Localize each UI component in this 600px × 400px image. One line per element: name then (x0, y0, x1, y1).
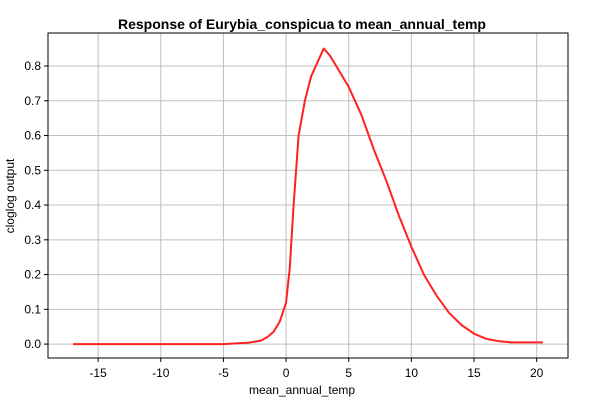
x-tick-label: 20 (530, 366, 544, 380)
y-tick-label: 0.8 (24, 59, 41, 73)
x-tick-label: -5 (218, 366, 229, 380)
y-tick-label: 0.7 (24, 94, 41, 108)
x-tick-label: 10 (405, 366, 419, 380)
x-tick-label: 15 (467, 366, 481, 380)
y-axis-ticks: 0.0 0.1 0.2 0.3 0.4 0.5 0.6 0.7 0.8 (24, 59, 48, 351)
y-tick-label: 0.0 (24, 337, 41, 351)
x-tick-label: -10 (152, 366, 170, 380)
y-tick-label: 0.2 (24, 268, 41, 282)
y-tick-label: 0.4 (24, 198, 41, 212)
x-tick-label: 5 (345, 366, 352, 380)
x-tick-label: 0 (283, 366, 290, 380)
y-tick-label: 0.5 (24, 163, 41, 177)
y-tick-label: 0.1 (24, 302, 41, 316)
x-axis-ticks: -15 -10 -5 0 5 10 15 20 (89, 358, 544, 380)
series-layer (73, 47, 543, 346)
y-axis-label: cloglog output (3, 158, 17, 233)
chart-title: Response of Eurybia_conspicua to mean_an… (118, 16, 486, 32)
y-tick-label: 0.6 (24, 129, 41, 143)
series-line (73, 47, 543, 346)
y-tick-label: 0.3 (24, 233, 41, 247)
plot-frame (47, 32, 569, 359)
x-axis-label: mean_annual_temp (249, 383, 355, 397)
x-tick-label: -15 (89, 366, 107, 380)
grid (48, 33, 568, 358)
